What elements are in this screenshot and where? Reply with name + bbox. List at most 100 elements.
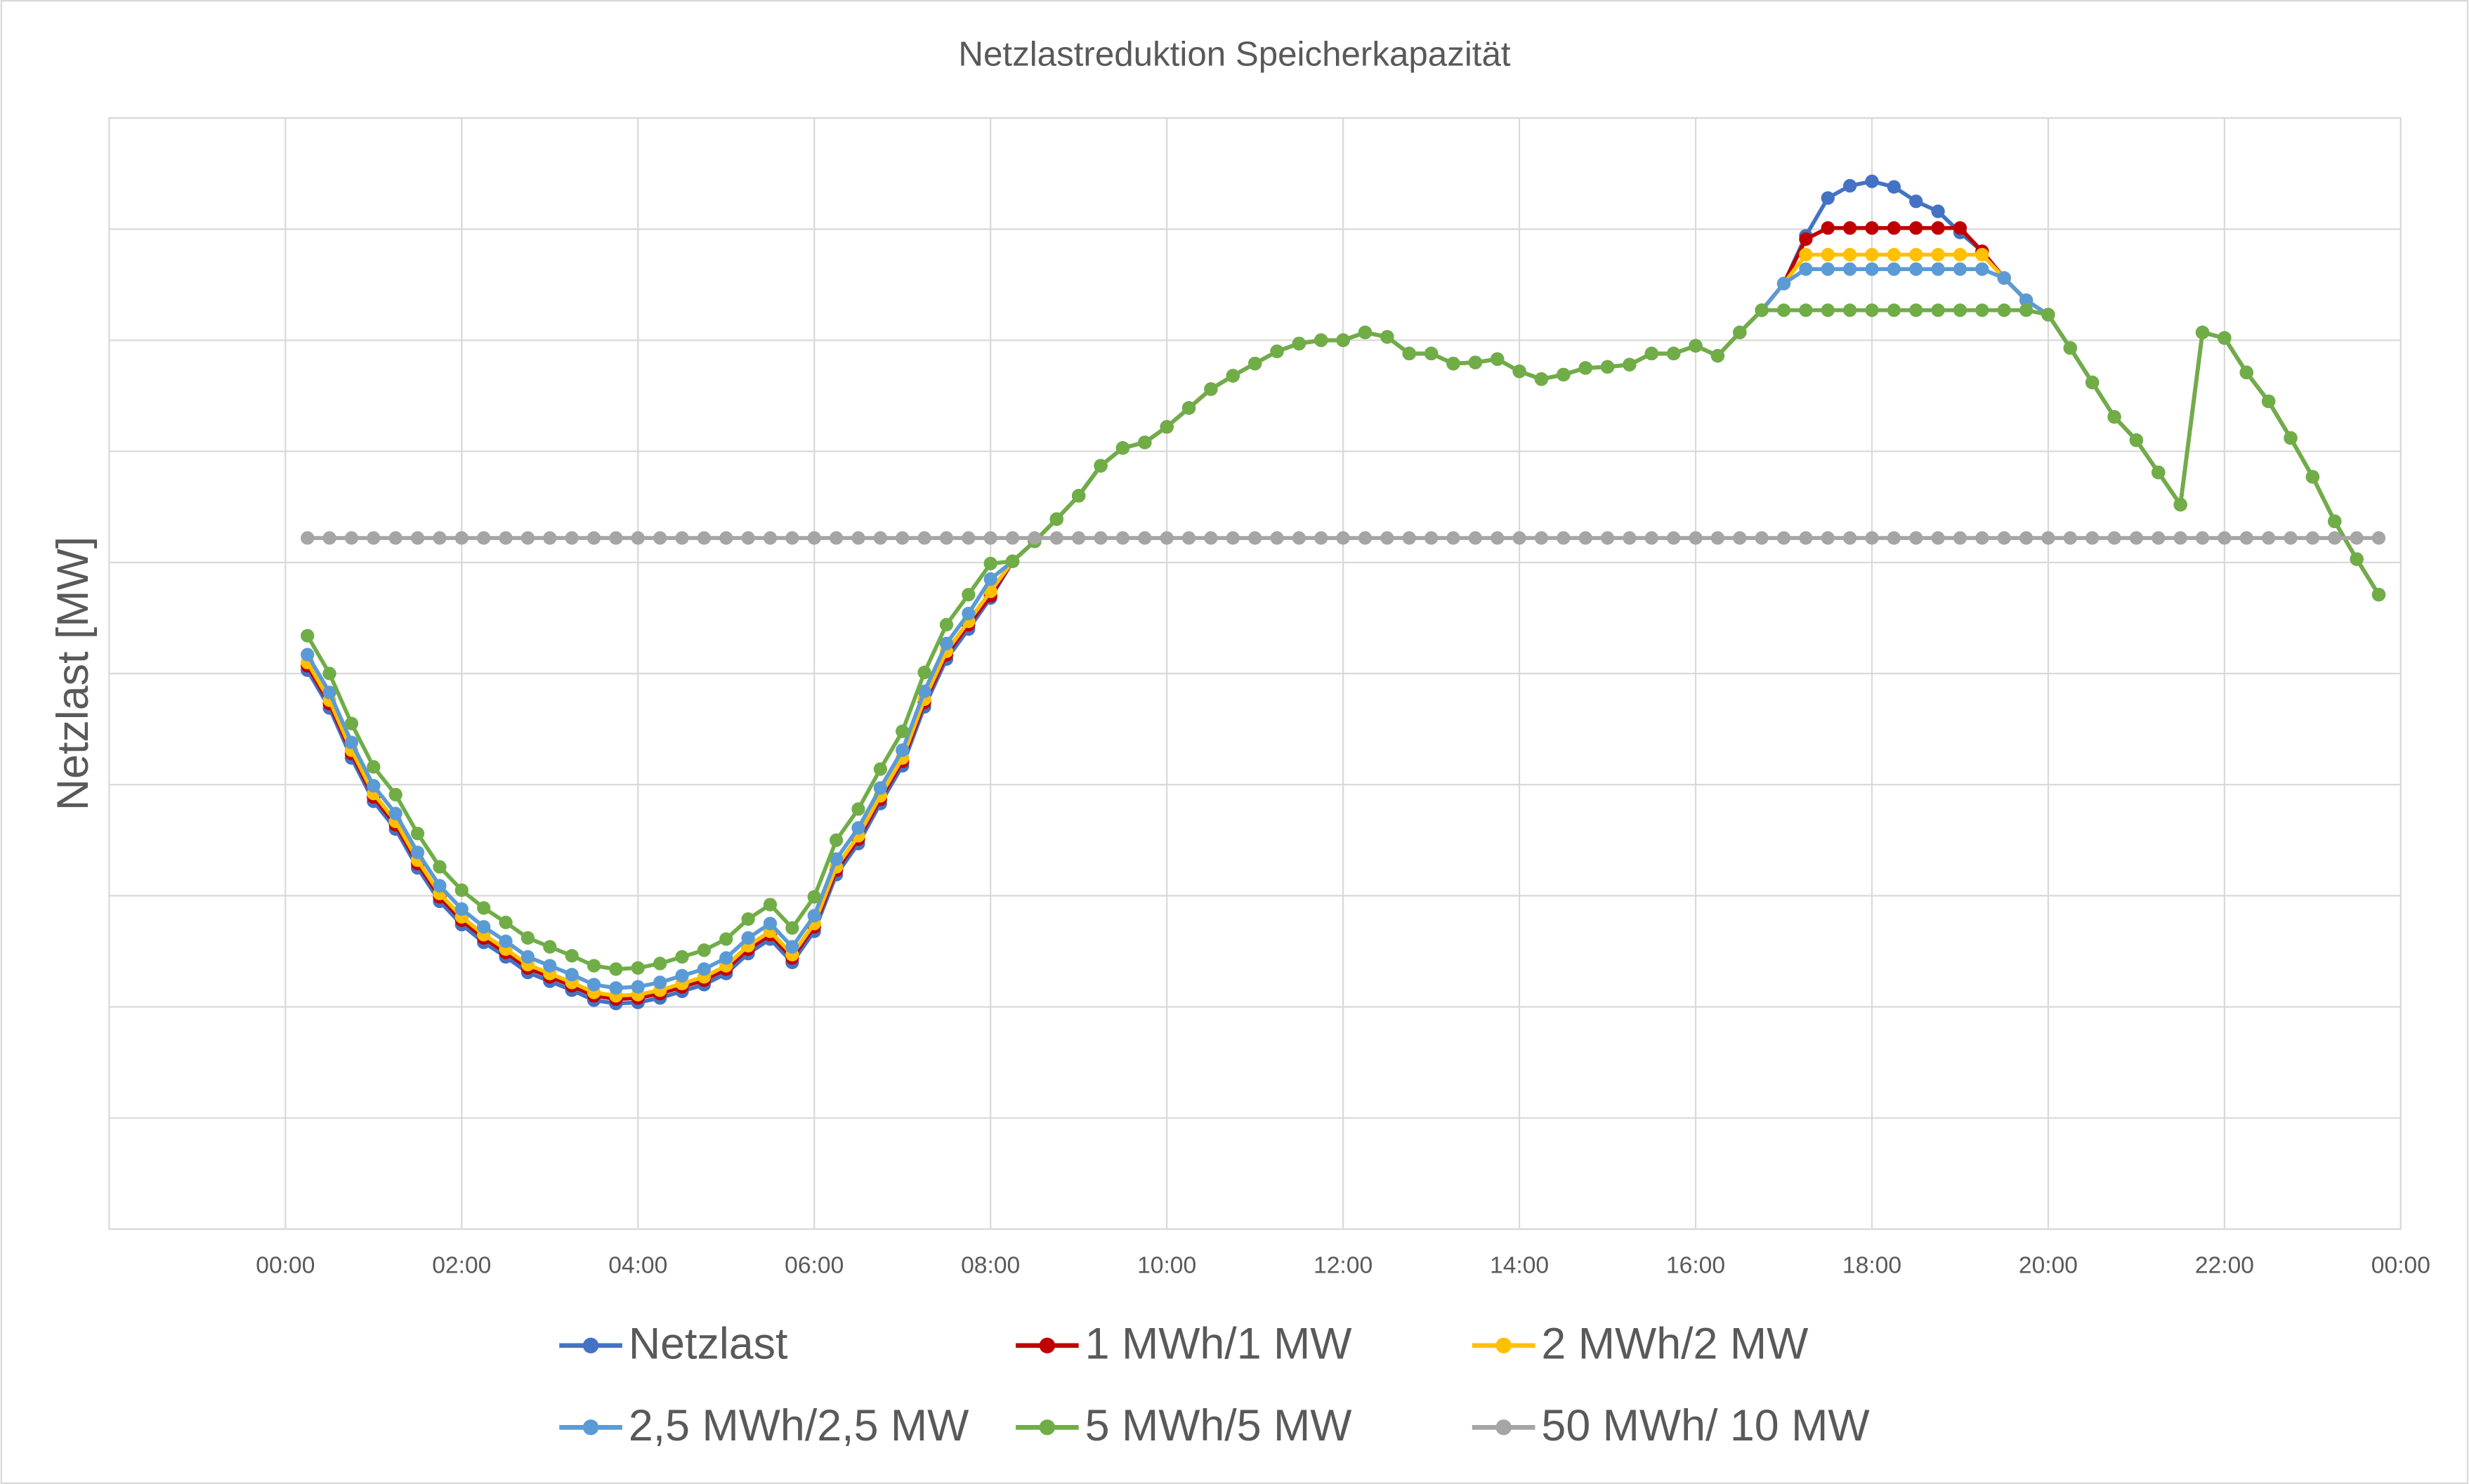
data-point (388, 806, 402, 820)
data-point (1909, 195, 1923, 209)
data-point (1446, 531, 1460, 545)
data-point (1512, 365, 1526, 379)
data-point (1997, 271, 2011, 285)
data-point (2328, 514, 2342, 528)
data-point (344, 531, 359, 545)
data-point (499, 531, 513, 545)
data-point (2107, 531, 2121, 545)
data-point (1072, 531, 1086, 545)
data-point (1842, 303, 1857, 317)
data-point (477, 920, 491, 934)
data-point (1623, 357, 1637, 372)
data-point (962, 588, 976, 602)
data-point (851, 802, 865, 816)
data-point (301, 648, 315, 662)
data-point (1491, 352, 1505, 366)
data-point (2041, 308, 2055, 322)
x-tick-label: 06:00 (785, 1253, 844, 1279)
data-point (1865, 531, 1879, 545)
data-point (1138, 435, 1152, 449)
data-point (1865, 247, 1879, 262)
data-point (2239, 531, 2253, 545)
data-point (1842, 221, 1857, 235)
data-point (1094, 531, 1108, 545)
data-point (2063, 531, 2077, 545)
data-point (1491, 531, 1505, 545)
data-point (1909, 262, 1923, 276)
data-point (807, 909, 821, 923)
data-point (1005, 554, 1020, 568)
data-point (675, 531, 689, 545)
data-point (1776, 303, 1791, 317)
data-point (1380, 330, 1394, 344)
data-point (1424, 346, 1439, 361)
data-point (1975, 531, 1989, 545)
data-point (763, 531, 778, 545)
data-point (763, 898, 778, 912)
data-point (410, 531, 425, 545)
data-point (609, 962, 623, 976)
y-axis-label: Netzlast [MW] (48, 537, 98, 810)
plot-area-border (108, 117, 2402, 1230)
data-point (2152, 531, 2166, 545)
data-point (917, 665, 931, 680)
data-point (1557, 367, 1571, 382)
data-point (1644, 531, 1658, 545)
data-point (785, 940, 799, 954)
data-point (301, 629, 315, 643)
data-point (1094, 459, 1108, 473)
x-tick-label: 00:00 (2371, 1253, 2430, 1279)
data-point (1314, 333, 1328, 348)
data-point (983, 556, 997, 571)
data-point (1358, 531, 1373, 545)
data-point (1865, 174, 1879, 188)
data-point (1115, 441, 1130, 455)
data-point (896, 531, 910, 545)
data-point (631, 961, 645, 975)
data-point (675, 950, 689, 964)
data-point (609, 531, 623, 545)
data-point (1821, 221, 1835, 235)
data-point (1931, 262, 1945, 276)
data-point (2328, 531, 2342, 545)
x-tick-label: 16:00 (1666, 1253, 1725, 1279)
data-point (1865, 262, 1879, 276)
x-tick-label: 04:00 (608, 1253, 667, 1279)
data-point (2284, 431, 2298, 445)
data-point (1953, 247, 1967, 262)
data-point (587, 531, 601, 545)
data-point (807, 531, 821, 545)
data-point (367, 760, 381, 774)
data-point (1115, 531, 1130, 545)
data-point (1710, 531, 1725, 545)
data-point (1247, 357, 1262, 371)
data-point (2239, 365, 2253, 379)
data-point (1776, 277, 1791, 291)
data-point (983, 531, 997, 545)
data-point (301, 531, 315, 545)
data-point (2129, 433, 2144, 447)
data-point (499, 915, 513, 930)
data-point (1247, 531, 1262, 545)
data-point (2195, 325, 2210, 340)
data-point (2195, 531, 2210, 545)
legend-label: 2,5 MWh/2,5 MW (629, 1401, 969, 1450)
data-point (1072, 489, 1086, 503)
data-point (1931, 204, 1945, 218)
data-point (807, 890, 821, 904)
x-tick-label: 12:00 (1314, 1253, 1373, 1279)
data-point (653, 976, 667, 990)
data-point (344, 716, 359, 730)
data-point (829, 531, 844, 545)
data-point (675, 968, 689, 983)
data-point (1049, 531, 1063, 545)
data-point (1865, 221, 1879, 235)
data-point (344, 735, 359, 749)
data-point (1578, 361, 1592, 375)
data-point (2152, 466, 2166, 480)
data-point (367, 779, 381, 793)
data-point (410, 846, 425, 860)
data-point (1821, 531, 1835, 545)
data-point (1667, 346, 1681, 361)
data-point (631, 980, 645, 994)
